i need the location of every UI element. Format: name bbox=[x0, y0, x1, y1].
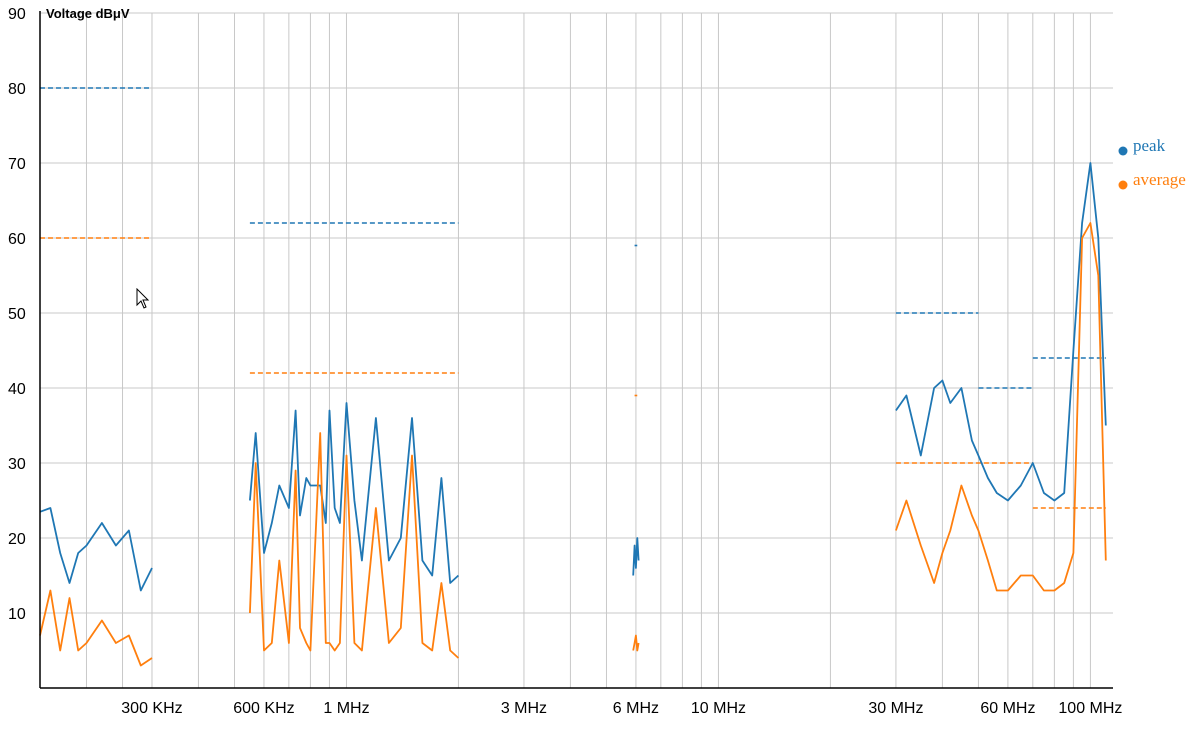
x-tick-label: 3 MHz bbox=[501, 700, 547, 717]
y-tick-label: 40 bbox=[8, 381, 26, 398]
y-tick-label: 20 bbox=[8, 531, 26, 548]
legend-label-peak: peak bbox=[1133, 136, 1166, 155]
x-tick-label: 6 MHz bbox=[613, 700, 659, 717]
series-line-average bbox=[895, 222, 1107, 592]
y-tick-label: 90 bbox=[8, 6, 26, 23]
x-tick-label: 600 KHz bbox=[233, 700, 294, 717]
y-tick-label: 10 bbox=[8, 606, 26, 623]
x-tick-label: 10 MHz bbox=[691, 700, 746, 717]
y-tick-label: 80 bbox=[8, 81, 26, 98]
x-tick-label: 60 MHz bbox=[980, 700, 1035, 717]
x-tick-label: 100 MHz bbox=[1058, 700, 1122, 717]
series-line-peak bbox=[632, 537, 640, 576]
x-tick-label: 1 MHz bbox=[323, 700, 369, 717]
legend-marker-average bbox=[1118, 180, 1128, 190]
series-line-peak bbox=[39, 507, 153, 592]
y-tick-label: 60 bbox=[8, 231, 26, 248]
series-line-average bbox=[632, 634, 640, 652]
legend-label-average: average bbox=[1133, 170, 1186, 189]
series-line-average bbox=[249, 432, 460, 659]
mouse-cursor-icon bbox=[136, 288, 150, 309]
series-line-peak bbox=[895, 162, 1107, 502]
legend-marker-peak bbox=[1118, 146, 1128, 156]
series-line-average bbox=[39, 589, 153, 667]
y-axis-label: Voltage dBμV bbox=[46, 6, 130, 21]
x-tick-label: 300 KHz bbox=[121, 700, 182, 717]
y-tick-label: 70 bbox=[8, 156, 26, 173]
y-tick-label: 50 bbox=[8, 306, 26, 323]
series-line-peak bbox=[249, 402, 460, 584]
y-tick-label: 30 bbox=[8, 456, 26, 473]
x-tick-label: 30 MHz bbox=[868, 700, 923, 717]
